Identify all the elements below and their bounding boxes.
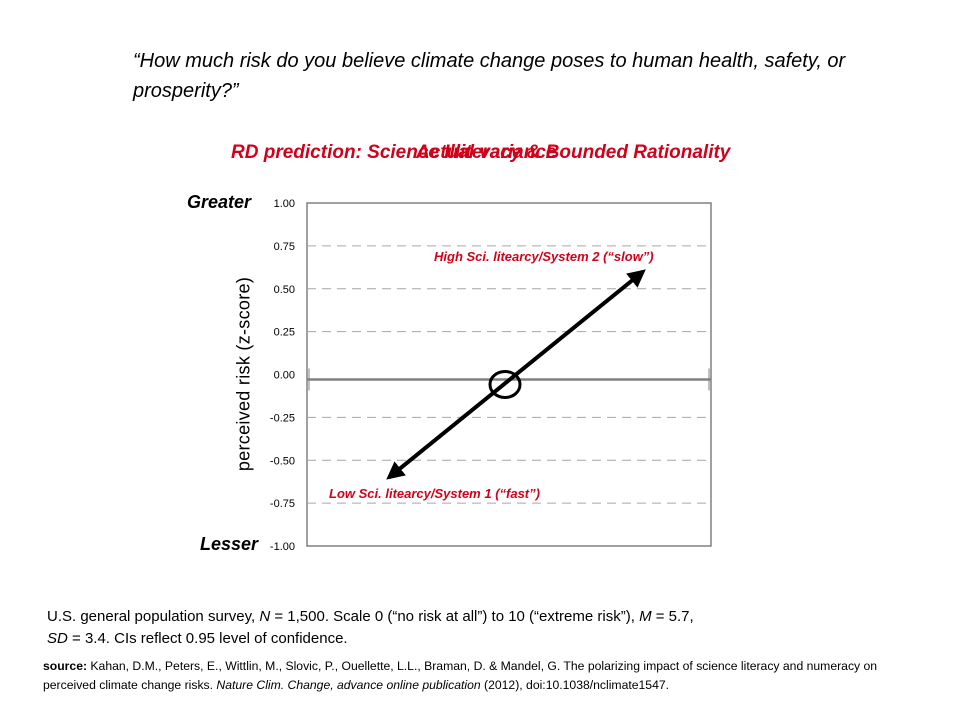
- center-circle-marker: [488, 370, 522, 399]
- y-tick-label: 0.50: [274, 284, 295, 296]
- y-tick-label: 0.00: [274, 370, 295, 382]
- y-tick-label: -0.25: [270, 412, 295, 424]
- source-label: source:: [43, 659, 88, 673]
- y-tick-label: -0.75: [270, 498, 295, 510]
- footnote-n-label: N: [259, 608, 271, 625]
- source-text-2: (2012), doi:10.1038/nclimate1547.: [480, 678, 670, 692]
- y-tick-label: -1.00: [270, 541, 295, 553]
- footnote-end: = 3.4. CIs reflect 0.95 level of confide…: [67, 630, 348, 647]
- survey-footnote: U.S. general population survey, N = 1,50…: [47, 606, 817, 650]
- y-tick-label: 1.00: [274, 198, 295, 210]
- chart-title-rd-prediction: RD prediction: Science Illiteracy & Boun…: [231, 142, 731, 163]
- footnote-mid: = 1,500. Scale 0 (“no risk at all”) to 1…: [270, 608, 640, 625]
- y-tick-label: 0.25: [274, 327, 295, 339]
- footnote-m-label: M: [639, 608, 652, 625]
- y-tick-label: 0.75: [274, 241, 295, 253]
- footnote-m-value: = 5.7,: [651, 608, 694, 625]
- source-citation: source: Kahan, D.M., Peters, E., Wittlin…: [43, 657, 883, 695]
- chart-title-actual-variance: Actual variance: [416, 142, 557, 163]
- greater-label: Greater: [187, 192, 252, 212]
- annotation-low-sci-literacy: Low Sci. litearcy/System 1 (“fast”): [329, 486, 540, 501]
- lesser-label: Lesser: [200, 534, 259, 554]
- footnote-sd-label: SD: [47, 630, 68, 647]
- source-journal: Nature Clim. Change, advance online publ…: [216, 678, 481, 692]
- survey-question: “How much risk do you believe climate ch…: [133, 50, 846, 102]
- y-tick-label: -0.50: [270, 455, 295, 467]
- plot-area: [306, 202, 712, 547]
- annotation-high-sci-literacy: High Sci. litearcy/System 2 (“slow”): [434, 249, 654, 264]
- footnote-prefix: U.S. general population survey,: [47, 608, 260, 625]
- source-text-1: Kahan, D.M., Peters, E., Wittlin, M., Sl…: [43, 659, 878, 692]
